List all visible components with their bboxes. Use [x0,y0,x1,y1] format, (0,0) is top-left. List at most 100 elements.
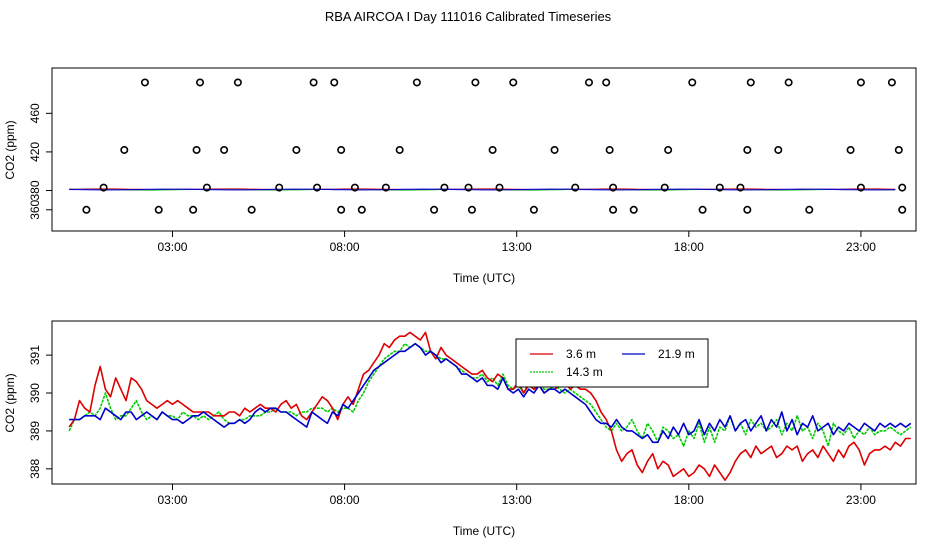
calibration-point [898,183,907,192]
calibration-point [412,78,421,87]
x-tick-label: 08:00 [330,240,360,254]
x-tick-label: 13:00 [502,240,532,254]
legend-label-14.3m: 14.3 m [566,365,603,379]
calibration-point [529,205,538,214]
y-tick-label: 420 [28,142,42,162]
calibration-point [698,205,707,214]
calibration-point [602,78,611,87]
calibration-point [471,78,480,87]
y-axis-title-top: CO2 (ppm) [3,120,17,179]
timeseries-panel: 03:00 08:00 13:00 18:00 23:00 388 389 390 391 Ti… [3,320,917,538]
calibration-point [488,145,497,154]
calibration-point [856,78,865,87]
series-line-21.9m [69,342,912,444]
y-tick-label: 388 [28,459,42,479]
calibration-point [99,183,108,192]
x-tick-label: 23:00 [846,493,876,507]
calibration-point [309,78,318,87]
bottom-axis-ticks: 03:00 08:00 13:00 18:00 23:00 388 389 390 391 [28,345,876,507]
x-axis-title-bottom: Time (UTC) [453,524,515,538]
y-tick-label: 460 [28,103,42,123]
calibration-point [337,205,346,214]
series-line-3.6m [68,331,911,481]
calibration-point [350,183,359,192]
calibration-point [275,183,284,192]
calibration-point [571,183,580,192]
calibration-point [784,78,793,87]
x-axis-title-top: Time (UTC) [453,271,515,285]
calibration-point [395,145,404,154]
calibration-point [330,78,339,87]
calibration-point [440,183,449,192]
calibration-point [894,145,903,154]
calibration-point [688,78,697,87]
calibration-point [856,183,865,192]
plot-frame-bottom [51,320,917,485]
timeseries-lines [68,331,912,481]
x-tick-label: 18:00 [674,240,704,254]
calibration-point [202,183,211,192]
calibration-point [805,205,814,214]
calibration-point [120,145,129,154]
calibration-point [550,145,559,154]
calibration-point [743,145,752,154]
x-tick-label: 13:00 [502,493,532,507]
calibration-point [196,78,205,87]
calibration-point [154,205,163,214]
chart-title: RBA AIRCOA I Day 111016 Calibrated Times… [324,9,612,24]
calibration-point [247,205,256,214]
y-tick-label: 390 [28,383,42,403]
legend-label-3.6m: 3.6 m [566,347,596,361]
calibration-point [629,205,638,214]
y-tick-label: 380 [28,180,42,200]
legend-box [515,338,709,388]
x-tick-label: 03:00 [157,240,187,254]
calibration-point [495,183,504,192]
calibration-point [660,183,669,192]
ambient-line [69,188,896,191]
calibration-point [584,78,593,87]
calibration-point [715,183,724,192]
y-tick-label: 391 [28,345,42,365]
calibration-point [898,205,907,214]
calibration-point [846,145,855,154]
calibration-point [292,145,301,154]
calibration-point [140,78,149,87]
calibration-point [82,205,91,214]
plot-frame-top [51,67,917,232]
legend-label-21.9m: 21.9 m [658,347,695,361]
x-tick-label: 03:00 [157,493,187,507]
calibration-point [313,183,322,192]
calibration-point [430,205,439,214]
calibration-point [337,145,346,154]
y-tick-label: 389 [28,421,42,441]
calibration-point [887,78,896,87]
calibration-point [609,205,618,214]
x-tick-label: 18:00 [674,493,704,507]
calibration-point [774,145,783,154]
x-tick-label: 23:00 [846,240,876,254]
calibration-point [233,78,242,87]
legend: 3.6 m 14.3 m 21.9 m [515,338,709,388]
calibration-point [467,205,476,214]
calibration-point [746,78,755,87]
calibration-point [509,78,518,87]
calibration-point [664,145,673,154]
y-tick-label: 360 [28,199,42,219]
calibration-point [609,183,618,192]
calibration-point [736,183,745,192]
calibration-point [189,205,198,214]
calibration-point [605,145,614,154]
y-axis-title-bottom: CO2 (ppm) [3,373,17,432]
calibration-point [381,183,390,192]
series-line-14.3m [68,342,912,447]
calibration-point [464,183,473,192]
calibration-point [357,205,366,214]
x-tick-label: 08:00 [330,493,360,507]
calibration-point [743,205,752,214]
calibration-point [192,145,201,154]
calibration-marks [69,78,907,214]
